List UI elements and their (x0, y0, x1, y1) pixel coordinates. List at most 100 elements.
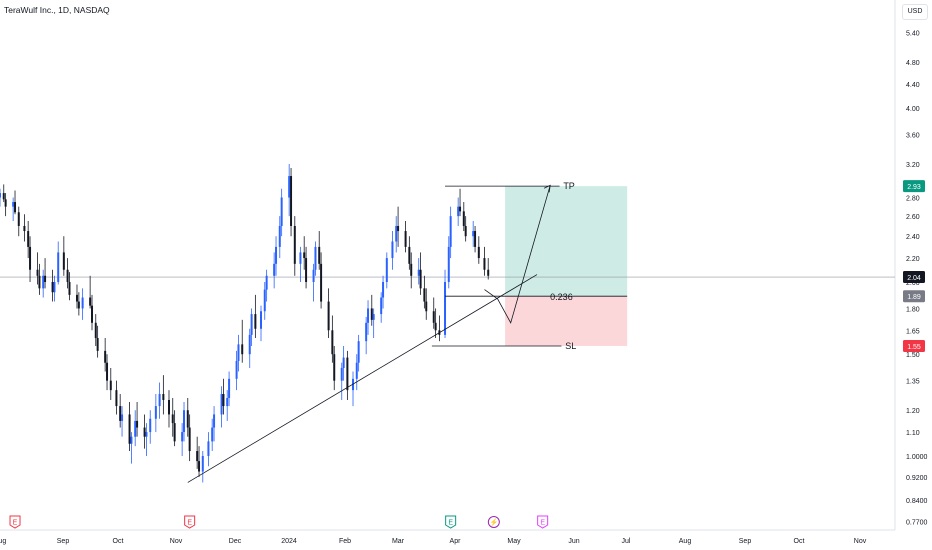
earnings-marker-icon[interactable] (537, 515, 549, 529)
event-marker-label: ⚡ (489, 518, 498, 527)
candle-body (183, 410, 186, 433)
candle-body (288, 176, 291, 198)
time-tick-label: Aug (679, 538, 692, 545)
candle-body (149, 418, 152, 433)
candle-body (220, 394, 223, 415)
price-tick-label: 0.7700 (906, 520, 928, 527)
price-badge (903, 290, 925, 303)
price-badge-label: 2.93 (907, 184, 921, 191)
candle-body (327, 301, 330, 331)
price-tick-label: 1.65 (906, 328, 920, 335)
earnings-marker-icon[interactable] (9, 515, 21, 529)
candle-body (472, 231, 475, 237)
price-tick-label: 1.35 (906, 379, 920, 386)
time-tick-label: Feb (339, 538, 351, 545)
price-tick-label: 4.00 (906, 106, 920, 113)
candle-body (342, 357, 345, 368)
stop-loss-zone[interactable] (505, 296, 628, 346)
candle-body (263, 289, 266, 312)
candle-body (12, 202, 15, 207)
price-tick-label: 0.9200 (906, 475, 928, 482)
candle-body (260, 311, 263, 329)
candle-body (109, 380, 112, 391)
candle-body (115, 390, 118, 407)
time-tick-label: Oct (794, 538, 805, 545)
candle-body (299, 252, 302, 264)
candle-body (425, 301, 428, 312)
candle-body (96, 338, 99, 351)
candle-body (154, 406, 157, 419)
candle-body (77, 301, 80, 309)
earnings-marker-icon[interactable] (184, 515, 196, 529)
candle-body (391, 241, 394, 259)
candle-body (457, 206, 460, 217)
time-axis[interactable]: Aug Sep Oct Nov Dec 2024 Feb Mar Apr May Jun Jul Aug… (0, 538, 867, 545)
trendline[interactable] (187, 274, 538, 483)
candle-body (121, 414, 124, 421)
candle-body (290, 176, 293, 226)
candle-body (51, 281, 54, 293)
candle-body (305, 258, 308, 282)
candle-body (370, 308, 373, 320)
candle-body (357, 341, 360, 363)
candle-body (29, 246, 32, 270)
price-tick-label: 3.60 (906, 132, 920, 139)
candle-body (423, 288, 426, 302)
candle-body (2, 193, 5, 200)
candle-body (134, 420, 137, 437)
price-tick-label: 2.80 (906, 196, 920, 203)
candle-body (171, 414, 174, 424)
candle-body (331, 330, 334, 355)
candle-body (188, 427, 191, 452)
candle-body (395, 225, 398, 242)
price-tick-label: 3.20 (906, 162, 920, 169)
candle-body (320, 263, 323, 302)
candle-body (145, 432, 148, 437)
candle-body (91, 305, 94, 323)
earnings-marker-icon[interactable] (445, 515, 457, 529)
price-badge-label: 1.55 (907, 344, 921, 351)
candle-body (4, 199, 7, 207)
price-badge-label: 2.04 (907, 275, 921, 282)
candle-body (318, 246, 321, 264)
time-tick-label: Mar (392, 538, 405, 545)
event-marker-label: E (187, 520, 192, 527)
price-tick-label: 1.20 (906, 408, 920, 415)
projection-path[interactable] (484, 185, 551, 324)
candlestick-series (0, 164, 490, 483)
price-axis[interactable]: 5.40 4.80 4.40 4.00 3.60 3.20 2.80 2.60 2.40 2.20… (906, 31, 928, 527)
dividend-marker-icon[interactable] (487, 516, 500, 528)
candle-body (235, 360, 238, 379)
risk-reward-zones[interactable] (505, 186, 628, 346)
candle-body (417, 269, 420, 276)
candle-body (68, 281, 71, 295)
candle-body (130, 436, 133, 444)
time-tick-label: Aug (0, 538, 6, 545)
candle-body (196, 451, 199, 462)
event-marker-label: E (13, 520, 18, 527)
candle-body (167, 399, 170, 415)
event-marker-label: E (540, 520, 545, 527)
time-tick-label: Oct (113, 538, 124, 545)
currency-button[interactable]: USD (902, 4, 928, 20)
candle-body (340, 367, 343, 381)
candle-body (333, 354, 336, 381)
time-tick-label: 2024 (281, 538, 297, 545)
event-markers[interactable]: E E E ⚡ E (9, 515, 549, 529)
candle-body (173, 423, 176, 442)
take-profit-zone[interactable] (505, 186, 628, 297)
price-tick-label: 2.20 (906, 256, 920, 263)
candle-body (201, 456, 204, 472)
candle-body (444, 281, 447, 335)
symbol-title[interactable]: TeraWulf Inc., 1D, NASDAQ (4, 5, 110, 15)
candle-body (44, 275, 47, 282)
candle-body (222, 394, 225, 407)
drawing-tools[interactable]: TP 0.236 SL (187, 181, 628, 483)
candle-body (27, 231, 30, 247)
candle-body (143, 427, 146, 437)
candle-body (23, 225, 26, 232)
candle-body (483, 258, 486, 270)
candle-body (248, 334, 251, 355)
candle-body (280, 197, 283, 226)
